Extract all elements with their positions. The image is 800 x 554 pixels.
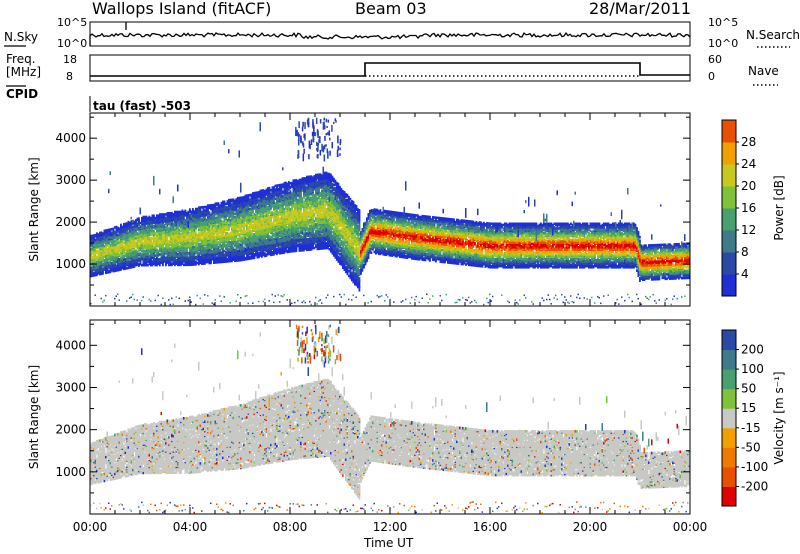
freq-tick-bottom: 8 <box>66 70 73 83</box>
x-tick-label: 16:00 <box>473 520 508 534</box>
y-tick-label: 4000 <box>55 131 86 145</box>
cbar-tick-label: 4 <box>741 267 749 281</box>
power-colorbar-swatch <box>722 252 736 275</box>
velocity-colorbar-label: Velocity [m s⁻¹] <box>772 371 786 464</box>
cbar-tick-label: 16 <box>741 201 756 215</box>
cbar-tick-label: 20 <box>741 179 756 193</box>
cpid-value: tau (fast) -503 <box>93 99 191 113</box>
cbar-tick-label: 12 <box>741 223 756 237</box>
power-colorbar-label: Power [dB] <box>772 175 786 240</box>
velocity-panel <box>90 320 690 514</box>
cbar-tick-label: 8 <box>741 245 749 259</box>
beam-title: Beam 03 <box>355 0 427 18</box>
x-tick-label: 04:00 <box>173 520 208 534</box>
y-tick-label: 4000 <box>55 338 86 352</box>
freq-label: Freq. <box>6 52 36 66</box>
cbar-tick-label: 200 <box>741 343 764 357</box>
velocity-colorbar-swatch <box>722 486 736 506</box>
velocity-colorbar-swatch <box>722 389 736 409</box>
power-colorbar <box>722 120 739 297</box>
cbar-tick-label: -100 <box>741 460 768 474</box>
power-colorbar-swatch <box>722 120 736 143</box>
y-tick-label: 3000 <box>55 380 86 394</box>
power-colorbar-swatch <box>722 142 736 165</box>
velocity-colorbar-swatch <box>722 350 736 370</box>
x-tick-label: 08:00 <box>273 520 308 534</box>
cbar-tick-label: -15 <box>741 421 761 435</box>
nsky-trace <box>90 33 690 46</box>
cbar-tick-label: 15 <box>741 401 756 415</box>
freq-panel <box>90 55 690 81</box>
y-tick-label: 2000 <box>55 215 86 229</box>
x-tick-label: 00:00 <box>673 520 708 534</box>
velocity-colorbar-swatch <box>722 330 736 350</box>
freq-tick-top: 18 <box>63 53 77 66</box>
nave-tick-bottom: 0 <box>708 70 715 83</box>
velocity-colorbar-swatch <box>722 467 736 487</box>
velocity-colorbar-swatch <box>722 447 736 467</box>
cbar-tick-label: 50 <box>741 382 756 396</box>
nsearch-label: N.Search <box>746 28 800 42</box>
nsearch-tick-top: 10^5 <box>708 16 738 29</box>
nsky-label: N.Sky <box>4 30 38 44</box>
y-axis-label: Slant Range [km] <box>27 365 41 469</box>
power-panel <box>90 113 690 306</box>
cbar-tick-label: -50 <box>741 440 761 454</box>
velocity-colorbar-swatch <box>722 428 736 448</box>
nave-tick-top: 60 <box>708 53 722 66</box>
nsearch-tick-bottom: 10^0 <box>708 37 738 50</box>
y-axis-label: Slant Range [km] <box>27 157 41 261</box>
freq-unit-label: [MHz] <box>6 65 41 79</box>
velocity-colorbar-swatch <box>722 408 736 428</box>
power-colorbar-swatch <box>722 186 736 209</box>
x-tick-label: 12:00 <box>373 520 408 534</box>
cbar-tick-label: -200 <box>741 479 768 493</box>
y-tick-label: 1000 <box>55 465 86 479</box>
power-panel-bg <box>90 113 690 306</box>
velocity-colorbar-swatch <box>722 369 736 389</box>
velocity-colorbar <box>722 330 739 507</box>
power-colorbar-swatch <box>722 230 736 253</box>
station-title: Wallops Island (fitACF) <box>92 0 271 18</box>
nsky-tick-bottom: 10^0 <box>57 37 87 50</box>
freq-trace <box>90 63 690 76</box>
cbar-tick-label: 24 <box>741 157 756 171</box>
cbar-tick-label: 100 <box>741 362 764 376</box>
x-axis-title: Time UT <box>364 536 413 550</box>
nsky-tick-top: 10^5 <box>57 16 87 29</box>
x-tick-label: 20:00 <box>573 520 608 534</box>
y-tick-label: 3000 <box>55 173 86 187</box>
nave-label: Nave <box>748 64 779 78</box>
power-colorbar-swatch <box>722 274 736 297</box>
cpid-label: CPID <box>6 87 38 101</box>
date-title: 28/Mar/2011 <box>589 0 691 18</box>
power-colorbar-swatch <box>722 208 736 231</box>
y-tick-label: 1000 <box>55 257 86 271</box>
cbar-tick-label: 28 <box>741 135 756 149</box>
x-tick-label: 00:00 <box>73 520 108 534</box>
power-colorbar-swatch <box>722 164 736 187</box>
y-tick-label: 2000 <box>55 423 86 437</box>
nsky-panel <box>90 22 690 46</box>
